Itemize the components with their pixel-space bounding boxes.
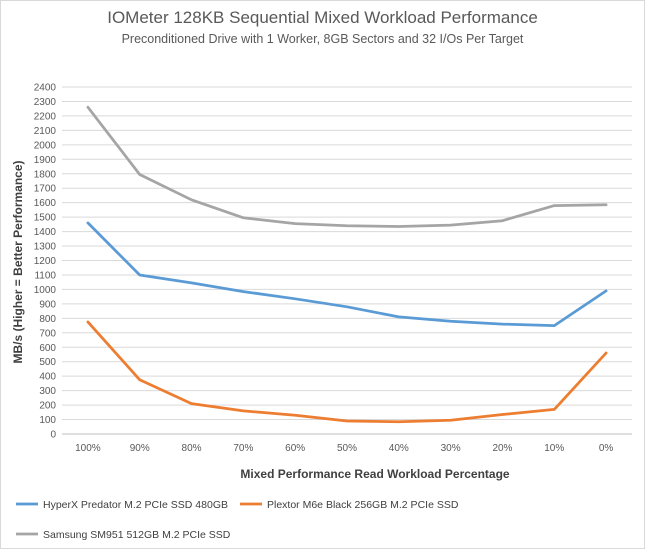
- x-tick-label: 10%: [544, 443, 564, 454]
- chart-subtitle: Preconditioned Drive with 1 Worker, 8GB …: [121, 32, 524, 46]
- chart-title: IOMeter 128KB Sequential Mixed Workload …: [107, 8, 538, 27]
- x-tick-label: 60%: [285, 443, 305, 454]
- x-tick-label: 30%: [441, 443, 461, 454]
- y-tick-label: 600: [39, 343, 56, 354]
- y-tick-label: 2300: [34, 97, 57, 108]
- y-tick-label: 2200: [34, 111, 57, 122]
- y-axis-ticks: 0 100 200 300 400 500 600 700 800 900 1000 1100 1200…: [34, 83, 57, 441]
- y-tick-label: 1900: [34, 155, 57, 166]
- x-tick-label: 70%: [233, 443, 253, 454]
- y-tick-label: 1400: [34, 227, 57, 238]
- x-axis-title: Mixed Performance Read Workload Percenta…: [240, 467, 510, 481]
- y-axis-title: MB/s (Higher = Better Performance): [11, 160, 25, 363]
- y-tick-label: 1200: [34, 256, 57, 267]
- x-tick-label: 80%: [182, 443, 202, 454]
- y-tick-label: 100: [39, 415, 56, 426]
- y-tick-label: 1600: [34, 198, 57, 209]
- x-tick-label: 0%: [599, 443, 614, 454]
- gridlines: [62, 86, 632, 435]
- y-tick-label: 1100: [34, 270, 56, 281]
- y-tick-label: 1700: [34, 184, 57, 195]
- legend-label-plextor: Plextor M6e Black 256GB M.2 PCIe SSD: [267, 499, 459, 511]
- legend: HyperX Predator M.2 PCIe SSD 480GB Plexto…: [16, 499, 459, 541]
- y-tick-label: 700: [39, 328, 56, 339]
- y-tick-label: 2000: [34, 140, 57, 151]
- x-tick-label: 100%: [75, 443, 101, 454]
- y-tick-label: 0: [50, 430, 56, 441]
- x-tick-label: 40%: [389, 443, 409, 454]
- x-axis-ticks: 100% 90% 80% 70% 60% 50% 40% 30% 20% 10% 0%: [75, 443, 613, 454]
- x-tick-label: 90%: [130, 443, 150, 454]
- y-tick-label: 2400: [34, 83, 57, 94]
- x-tick-label: 20%: [492, 443, 512, 454]
- y-tick-label: 400: [39, 372, 56, 383]
- y-tick-label: 800: [39, 314, 56, 325]
- series-line-hyperx: [86, 221, 608, 327]
- y-tick-label: 900: [39, 299, 56, 310]
- y-tick-label: 1800: [34, 169, 57, 180]
- y-tick-label: 500: [39, 357, 56, 368]
- series-line-plextor: [86, 320, 608, 424]
- y-tick-label: 1000: [34, 285, 57, 296]
- legend-label-samsung: Samsung SM951 512GB M.2 PCIe SSD: [43, 529, 231, 541]
- y-tick-label: 300: [39, 386, 56, 397]
- y-tick-label: 1500: [34, 213, 57, 224]
- series-lines: [86, 105, 608, 424]
- y-tick-label: 200: [39, 401, 56, 412]
- y-tick-label: 2100: [34, 126, 57, 137]
- x-tick-label: 50%: [337, 443, 357, 454]
- legend-label-hyperx: HyperX Predator M.2 PCIe SSD 480GB: [43, 499, 228, 511]
- series-line-samsung: [86, 105, 608, 228]
- y-tick-label: 1300: [34, 242, 57, 253]
